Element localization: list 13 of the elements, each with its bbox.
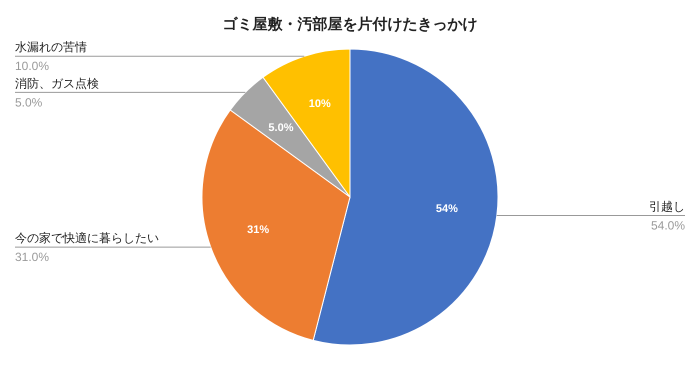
data-label: 5.0%	[268, 122, 294, 134]
chart-title: ゴミ屋敷・汚部屋を片付けたきっかけ	[222, 15, 478, 33]
text: 31.0%	[15, 250, 50, 264]
slice-label: 今の家で快適に暮らしたい	[15, 231, 159, 246]
text: 54.0%	[650, 218, 686, 233]
slice-label: 引越し	[649, 200, 685, 214]
text: 10.0%	[15, 59, 50, 74]
data-label: 54%	[436, 203, 458, 216]
data-label: 31%	[247, 224, 270, 236]
data-label: 10%	[308, 98, 332, 110]
slice-label: 消防、ガス点検	[15, 76, 99, 90]
text: 5.0%	[15, 95, 43, 110]
slice-label: 水漏れの苦情	[15, 40, 87, 54]
